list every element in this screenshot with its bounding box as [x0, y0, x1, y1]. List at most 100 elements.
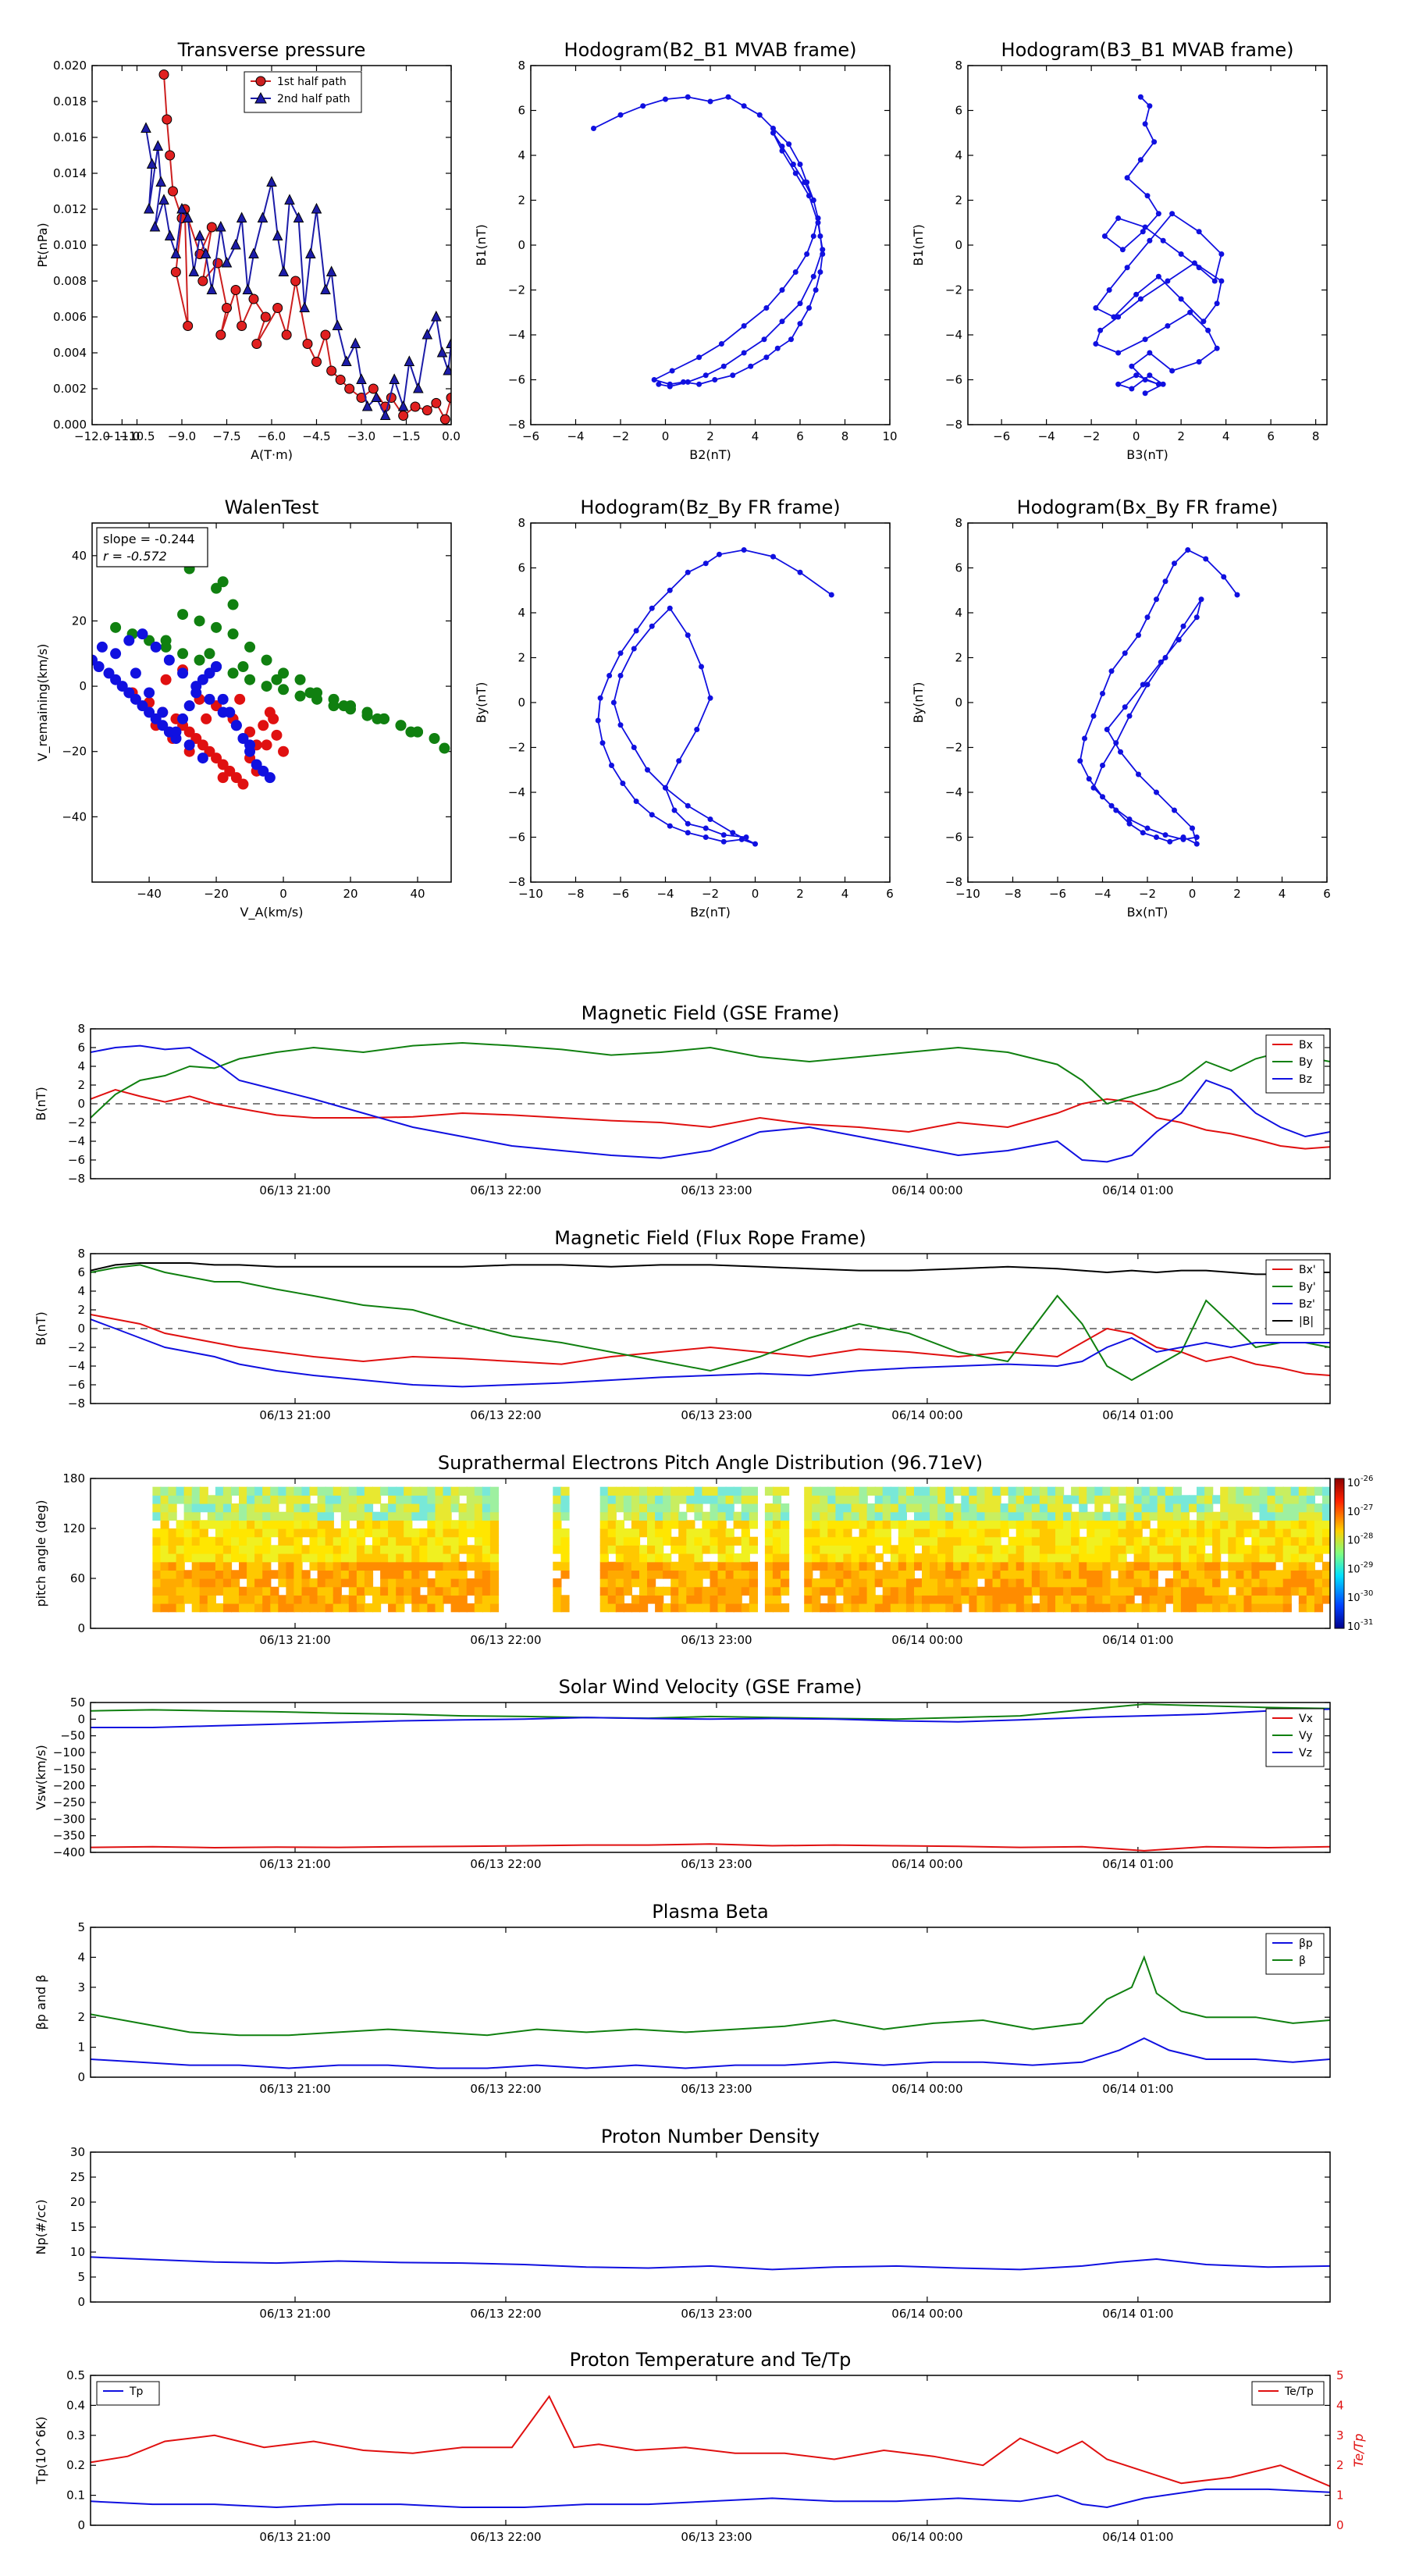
heatmap-cell: [286, 1595, 295, 1604]
heatmap-cell: [945, 1553, 955, 1563]
legend-label: β: [1299, 1955, 1306, 1967]
heatmap-cell: [1228, 1545, 1237, 1554]
heatmap-cell: [1063, 1520, 1072, 1529]
heatmap-cell: [992, 1520, 1001, 1529]
heatmap-cell: [317, 1495, 326, 1504]
heatmap-cell: [388, 1486, 397, 1496]
y-axis-label: Vsw(km/s): [34, 1745, 48, 1809]
panel-pad: Suprathermal Electrons Pitch Angle Distr…: [34, 1452, 1373, 1647]
plot-frame: [90, 1253, 1331, 1404]
y-tick-label: 0.012: [53, 202, 87, 216]
heatmap-cell: [309, 1553, 318, 1563]
heatmap-cell: [1094, 1495, 1104, 1504]
hodogram-point: [1122, 704, 1128, 710]
heatmap-cell: [372, 1553, 382, 1563]
heatmap-cell: [772, 1520, 782, 1529]
heatmap-cell: [1282, 1511, 1292, 1521]
heatmap-cell: [874, 1570, 884, 1579]
heatmap-cell: [427, 1578, 436, 1588]
heatmap-cell: [183, 1586, 193, 1596]
legend-label: Vx: [1299, 1713, 1313, 1725]
heatmap-cell: [489, 1553, 500, 1563]
heatmap-cell: [168, 1503, 177, 1513]
heatmap-cell: [866, 1520, 876, 1529]
x-tick-label: −1.5: [392, 429, 420, 443]
heatmap-cell: [976, 1536, 986, 1546]
heatmap-cell: [427, 1553, 436, 1563]
heatmap-cell: [183, 1495, 193, 1504]
hodogram-point: [817, 233, 823, 239]
hodogram-point: [1234, 592, 1240, 598]
y-axis-label: B(nT): [34, 1311, 48, 1345]
heatmap-cell: [961, 1586, 970, 1596]
heatmap-cell: [1220, 1536, 1229, 1546]
heatmap-cell: [364, 1520, 374, 1529]
heatmap-cell: [1133, 1561, 1143, 1571]
heatmap-cell: [333, 1586, 342, 1596]
hodogram-point: [1154, 596, 1159, 603]
heatmap-cell: [961, 1528, 970, 1538]
heatmap-cell: [309, 1586, 318, 1596]
heatmap-cell: [176, 1561, 185, 1571]
heatmap-cell: [1275, 1570, 1284, 1579]
x-tick-label: 06/14 00:00: [891, 2530, 962, 2544]
heatmap-cell: [930, 1495, 939, 1504]
heatmap-cell: [325, 1545, 334, 1554]
heatmap-cell: [1047, 1553, 1057, 1563]
heatmap-cell: [482, 1511, 491, 1521]
heatmap-cell: [1282, 1495, 1292, 1504]
heatmap-cell: [380, 1578, 389, 1588]
heatmap-cell: [1189, 1595, 1198, 1604]
heatmap-cell: [717, 1603, 727, 1613]
heatmap-cell: [741, 1603, 750, 1613]
heatmap-cell: [1212, 1511, 1222, 1521]
heatmap-cell: [843, 1603, 852, 1613]
hodogram-point: [651, 377, 657, 382]
heatmap-cell: [1031, 1553, 1040, 1563]
heatmap-cell: [874, 1578, 884, 1588]
heatmap-cell: [905, 1561, 916, 1571]
hodogram-point: [1136, 632, 1141, 639]
heatmap-cell: [1094, 1603, 1104, 1613]
data-point-2nd-half: [284, 194, 295, 205]
heatmap-cell: [930, 1545, 939, 1554]
heatmap-cell: [450, 1570, 460, 1579]
heatmap-cell: [348, 1486, 357, 1496]
heatmap-cell: [325, 1511, 334, 1521]
heatmap-cell: [1251, 1570, 1261, 1579]
x-tick-label: 06/14 01:00: [1102, 1408, 1173, 1422]
heatmap-cell: [647, 1486, 656, 1496]
heatmap-cell: [301, 1528, 311, 1538]
heatmap-cell: [1306, 1578, 1315, 1588]
heatmap-cell: [247, 1603, 256, 1613]
data-point-2nd-half: [422, 328, 433, 340]
panel-mag_fr: Magnetic Field (Flux Rope Frame)06/13 21…: [34, 1227, 1331, 1422]
hodogram-point: [1196, 229, 1202, 235]
hodogram-point: [1086, 776, 1092, 782]
heatmap-cell: [1087, 1595, 1096, 1604]
walen-point-y: [429, 733, 440, 744]
heatmap-cell: [435, 1578, 444, 1588]
x-tick-label: 06/13 21:00: [259, 1633, 330, 1647]
heatmap-cell: [647, 1536, 656, 1546]
heatmap-cell: [1094, 1561, 1104, 1571]
heatmap-cell: [1267, 1603, 1276, 1613]
heatmap-cell: [278, 1486, 287, 1496]
heatmap-cell: [191, 1528, 201, 1538]
heatmap-cell: [380, 1553, 389, 1563]
heatmap-cell: [1039, 1511, 1049, 1521]
heatmap-cell: [866, 1553, 876, 1563]
legend-label: Bx: [1299, 1039, 1313, 1051]
heatmap-cell: [898, 1495, 907, 1504]
heatmap-cell: [764, 1503, 774, 1513]
walen-point-y: [227, 599, 239, 610]
x-tick-label: 06/13 22:00: [470, 2307, 541, 2321]
heatmap-cell: [1189, 1528, 1198, 1538]
hodogram-point: [1133, 291, 1140, 297]
walen-point-y: [395, 720, 407, 731]
heatmap-cell: [1063, 1578, 1072, 1588]
heatmap-cell: [1165, 1561, 1174, 1571]
heatmap-cell: [176, 1595, 185, 1604]
hodogram-point: [741, 323, 747, 329]
hodogram-point: [610, 699, 617, 706]
